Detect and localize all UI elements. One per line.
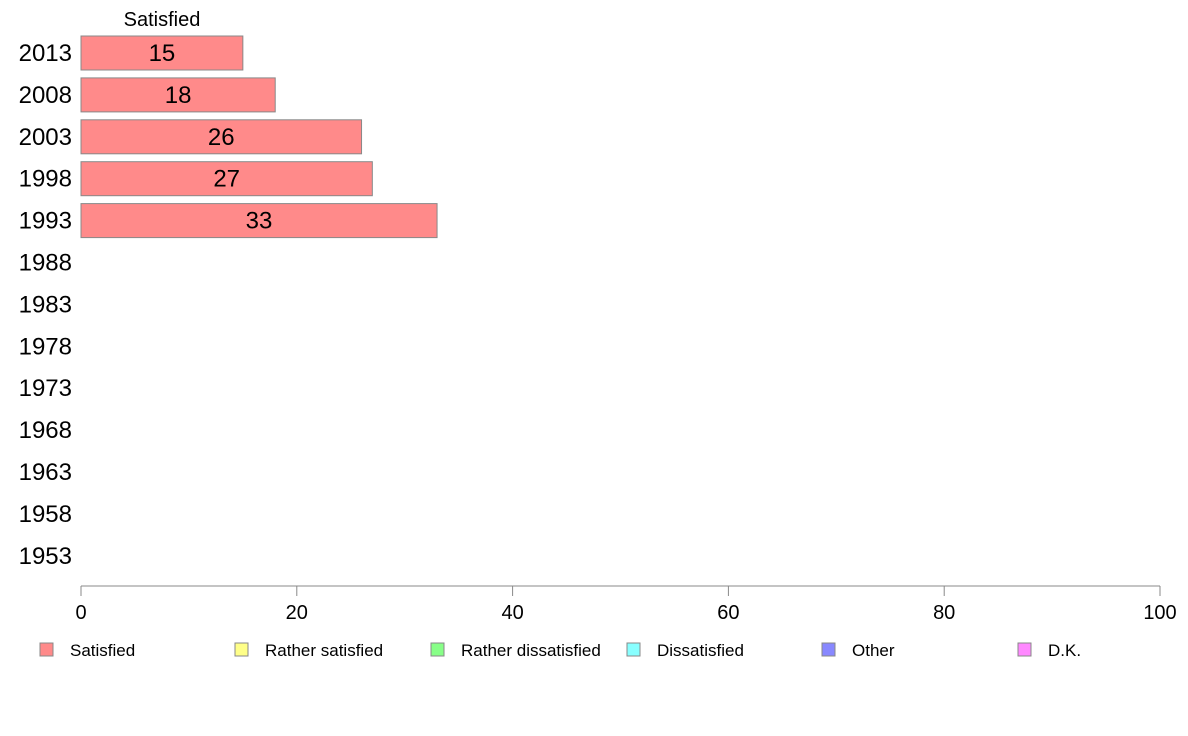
bar-1993-satisfied — [80, 203, 438, 239]
category-label-1963: 1963 — [19, 459, 72, 486]
legend-label-other: Other — [852, 641, 895, 660]
category-label-1983: 1983 — [19, 291, 72, 318]
x-axis: 0 20 40 60 80 100 — [75, 585, 1177, 624]
column-header: Satisfied — [124, 9, 201, 31]
legend-swatch-dissatisfied — [626, 642, 641, 657]
x-tick-label-20: 20 — [286, 602, 308, 624]
legend-label-d-k-: D.K. — [1048, 641, 1081, 660]
legend-swatch-rather-satisfied — [234, 642, 249, 657]
bar-2008-satisfied — [80, 77, 276, 113]
category-label-2003: 2003 — [19, 124, 72, 151]
x-tick-label-60: 60 — [717, 602, 739, 624]
x-tick-label-0: 0 — [75, 602, 86, 624]
category-label-1978: 1978 — [19, 333, 72, 360]
category-label-1973: 1973 — [19, 375, 72, 402]
legend-label-satisfied: Satisfied — [70, 641, 135, 660]
legend-swatch-satisfied — [39, 642, 54, 657]
legend-swatch-d-k- — [1017, 642, 1032, 657]
category-labels: 2013 2008 2003 1998 1993 1988 1983 1978 1973 1968… — [19, 40, 72, 570]
x-tick-label-80: 80 — [933, 602, 955, 624]
data-label-2003: 26 — [208, 124, 235, 151]
legend-swatch-other — [821, 642, 836, 657]
data-label-1998: 27 — [213, 166, 240, 193]
bar-1998-satisfied — [80, 161, 373, 197]
category-label-1998: 1998 — [19, 166, 72, 193]
legend-swatch-rather-dissatisfied — [430, 642, 445, 657]
category-label-2008: 2008 — [19, 82, 72, 109]
x-tick-label-100: 100 — [1143, 602, 1176, 624]
category-label-1958: 1958 — [19, 501, 72, 528]
category-label-1968: 1968 — [19, 417, 72, 444]
bar-2013-satisfied — [80, 35, 244, 71]
legend-label-rather-dissatisfied: Rather dissatisfied — [461, 641, 601, 660]
legend-label-dissatisfied: Dissatisfied — [657, 641, 744, 660]
category-label-1988: 1988 — [19, 250, 72, 277]
data-label-1993: 33 — [246, 208, 273, 235]
legend-label-rather-satisfied: Rather satisfied — [265, 641, 383, 660]
bar-2003-satisfied — [80, 119, 363, 155]
category-label-1953: 1953 — [19, 543, 72, 570]
x-tick-label-40: 40 — [501, 602, 523, 624]
data-label-2008: 18 — [165, 82, 192, 109]
data-label-2013: 15 — [149, 40, 176, 67]
category-label-1993: 1993 — [19, 208, 72, 235]
legend: Satisfied Rather satisfied Rather dissatis… — [39, 641, 1081, 660]
category-label-2013: 2013 — [19, 40, 72, 67]
